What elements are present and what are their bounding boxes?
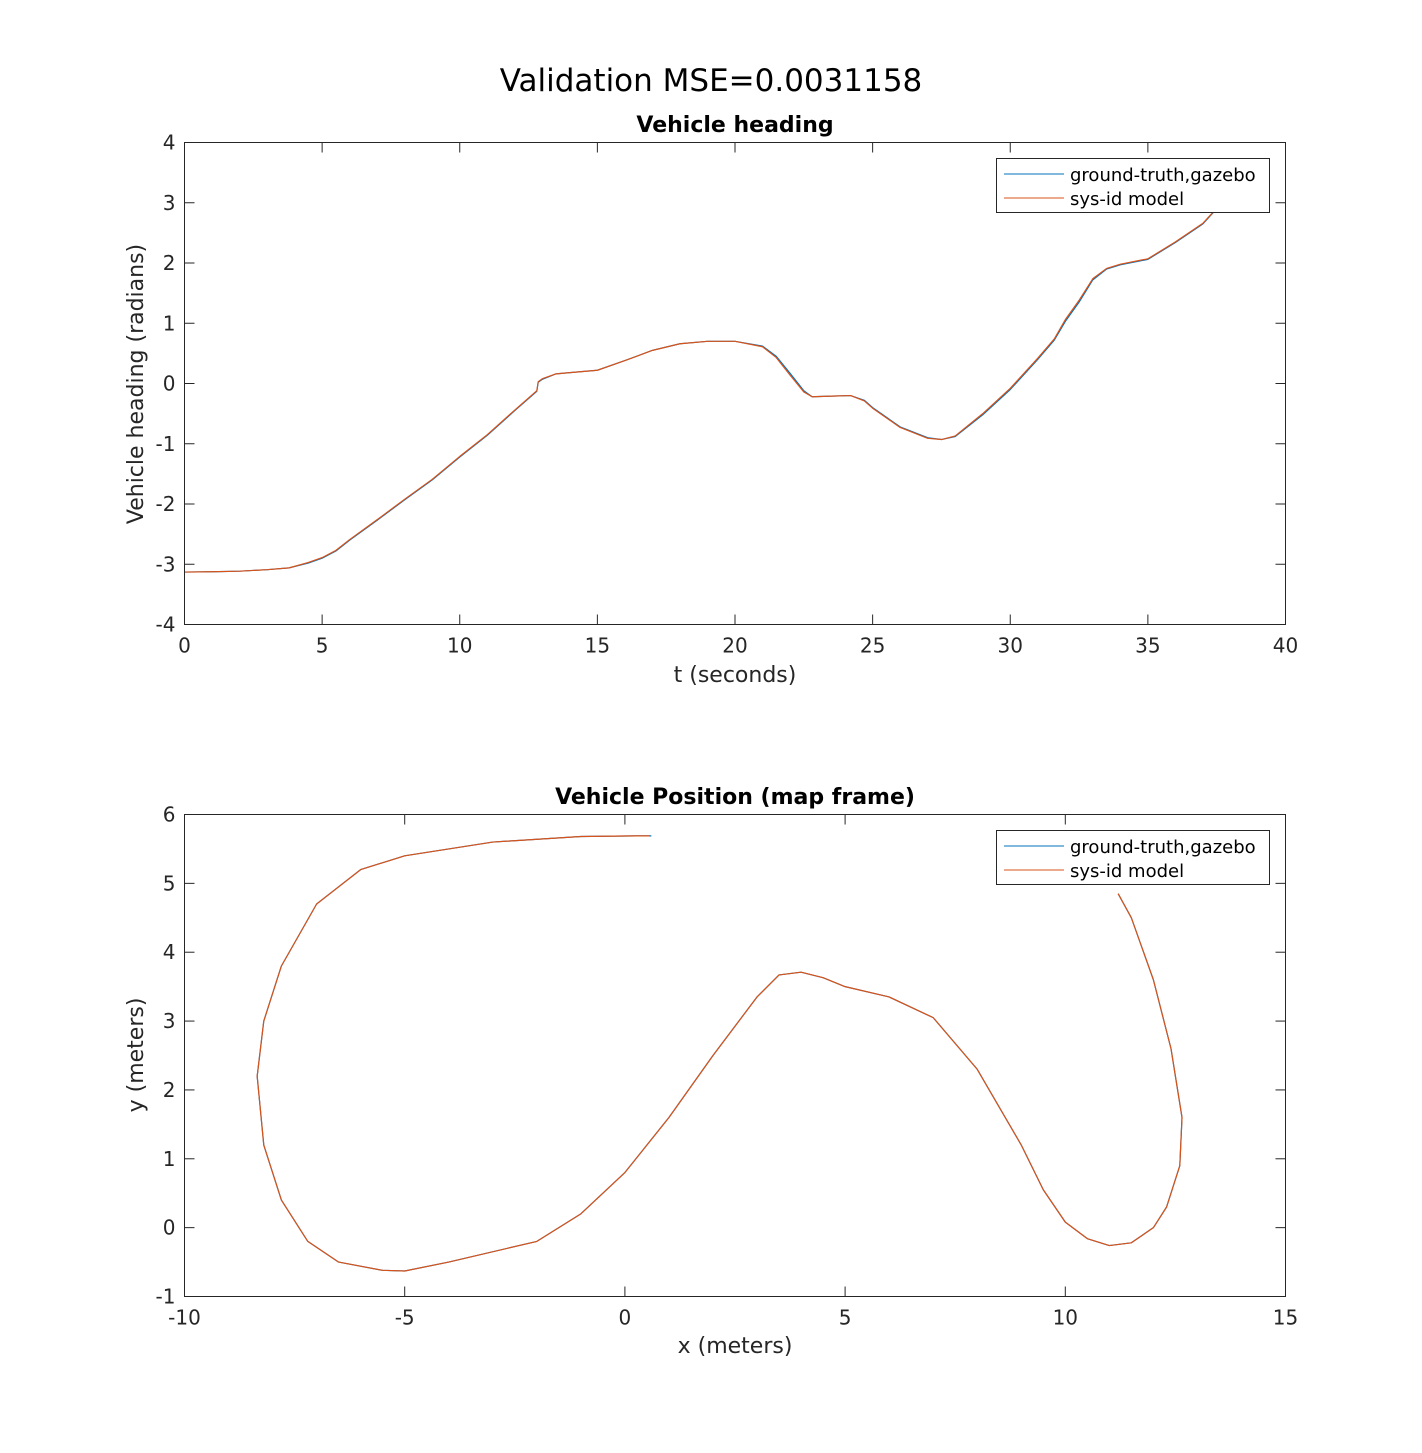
- position-legend-label-ground-truth: ground-truth,gazebo: [1070, 837, 1256, 858]
- heading-x-tick-label: 35: [1135, 634, 1160, 658]
- heading-plot: Vehicle heading 0 5 10 15 20 25 30 35 40-4-3-2-1…: [124, 113, 1298, 688]
- heading-series-line-sysid: [184, 207, 1218, 573]
- position-y-axis-label: y (meters): [124, 998, 149, 1113]
- position-legend-box: [996, 830, 1270, 885]
- position-x-axis-label: x (meters): [678, 1334, 793, 1359]
- heading-y-tick-label: 2: [163, 251, 176, 275]
- heading-x-tick-label: 15: [585, 634, 610, 658]
- position-plot-area: [256, 835, 1183, 1272]
- heading-legend-label-sysid: sys-id model: [1070, 189, 1184, 210]
- heading-legend-label-ground-truth: ground-truth,gazebo: [1070, 165, 1256, 186]
- heading-x-tick-label: 40: [1273, 634, 1298, 658]
- heading-y-axis-label: Vehicle heading (radians): [124, 244, 149, 524]
- heading-x-tick-label: 10: [447, 634, 472, 658]
- heading-x-tick-label: 0: [178, 634, 191, 658]
- heading-legend-box: [996, 158, 1270, 213]
- heading-plot-title: Vehicle heading: [636, 113, 833, 138]
- position-x-tick-label: 10: [1053, 1306, 1078, 1330]
- heading-y-tick-label: -2: [156, 492, 176, 516]
- heading-plot-area: [184, 207, 1218, 573]
- position-y-tick-label: 5: [163, 871, 176, 895]
- position-y-tick-label: 4: [163, 940, 176, 964]
- position-series-line-sysid: [256, 835, 1183, 1272]
- heading-x-tick-label: 20: [722, 634, 747, 658]
- heading-y-tick-label: 1: [163, 311, 176, 335]
- heading-x-tick-label: 30: [998, 634, 1023, 658]
- position-y-tick-label: 6: [163, 803, 176, 827]
- position-legend: ground-truth,gazebo sys-id model: [996, 830, 1270, 885]
- position-x-tick-label: -5: [395, 1306, 415, 1330]
- heading-y-tick-label: -3: [156, 552, 176, 576]
- position-plot: Vehicle Position (map frame) -10 -5 0 5 10 15…: [124, 785, 1298, 1359]
- position-x-tick-label: 5: [839, 1306, 852, 1330]
- position-plot-title: Vehicle Position (map frame): [555, 785, 915, 810]
- heading-x-axis-label: t (seconds): [674, 663, 797, 688]
- position-x-tick-label: -10: [168, 1306, 201, 1330]
- position-axes-box: [184, 814, 1286, 1297]
- heading-y-tick-label: -4: [156, 613, 176, 637]
- position-legend-label-sysid: sys-id model: [1070, 861, 1184, 882]
- heading-ticks: 0 5 10 15 20 25 30 35 40 -4 -3 -2 -1 0 1 2 3 4: [156, 131, 1299, 658]
- position-y-tick-label: -1: [156, 1285, 176, 1309]
- position-y-tick-label: 1: [163, 1147, 176, 1171]
- position-x-tick-label: 15: [1273, 1306, 1298, 1330]
- heading-y-tick-label: -1: [156, 432, 176, 456]
- position-y-tick-label: 3: [163, 1009, 176, 1033]
- figure-title: Validation MSE=0.0031158: [500, 63, 923, 99]
- heading-x-tick-label: 5: [316, 634, 329, 658]
- position-x-tick-label: 0: [619, 1306, 632, 1330]
- heading-y-tick-label: 4: [163, 131, 176, 155]
- heading-legend: ground-truth,gazebo sys-id model: [996, 158, 1270, 213]
- position-y-tick-label: 2: [163, 1078, 176, 1102]
- heading-x-tick-label: 25: [860, 634, 885, 658]
- position-y-tick-label: 0: [163, 1216, 176, 1240]
- heading-y-tick-label: 3: [163, 191, 176, 215]
- heading-y-tick-label: 0: [163, 372, 176, 396]
